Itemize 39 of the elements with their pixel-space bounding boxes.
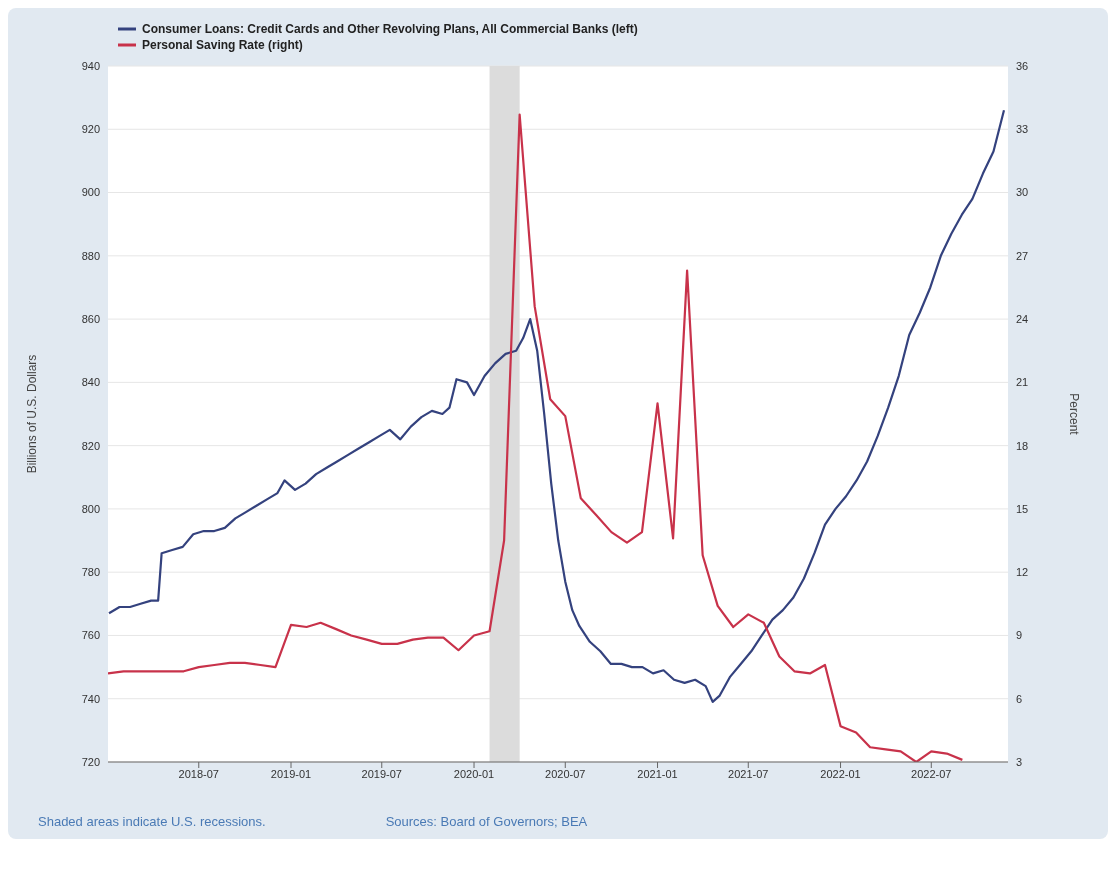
source-note: Sources: Board of Governors; BEA <box>385 814 588 829</box>
y2-tick-label: 33 <box>1016 123 1029 136</box>
y-tick-label: 780 <box>81 566 100 579</box>
x-tick-label: 2020-07 <box>545 767 586 780</box>
x-tick-label: 2019-07 <box>361 767 402 780</box>
x-tick-label: 2022-07 <box>911 767 952 780</box>
text: Shaded areas indicate U.S. recessions. <box>38 814 266 829</box>
x-tick-label: 2020-01 <box>453 767 495 780</box>
x-tick-label: 2021-01 <box>637 767 678 780</box>
legend-label: Consumer Loans: Credit Cards and Other Revolving Plans, All Commercial Banks (left) <box>142 22 638 36</box>
y2-tick-label: 36 <box>1016 59 1029 72</box>
y-axis-title: Billions of U.S. Dollars <box>25 354 40 474</box>
y2-axis-title: Percent <box>1066 393 1081 436</box>
y2-tick-label: 24 <box>1016 313 1029 325</box>
y2-tick-label: 9 <box>1016 629 1023 642</box>
y2-tick-label: 21 <box>1016 376 1029 389</box>
y2-tick-label: 30 <box>1016 186 1029 199</box>
x-tick-label: 2022-01 <box>820 767 861 780</box>
y2-tick-label: 15 <box>1016 502 1029 515</box>
y-tick-label: 860 <box>81 313 100 325</box>
x-tick-label: 2021-07 <box>728 767 769 780</box>
y2-tick-label: 12 <box>1016 566 1029 579</box>
y-tick-label: 900 <box>81 186 100 199</box>
y2-tick-label: 3 <box>1016 755 1023 768</box>
y2-tick-label: 6 <box>1016 692 1023 705</box>
x-tick-label: 2018-07 <box>178 767 219 780</box>
y-tick-label: 740 <box>81 692 100 705</box>
x-tick-label: 2019-01 <box>270 767 312 780</box>
y-tick-label: 880 <box>81 249 100 262</box>
y-tick-label: 920 <box>81 123 100 136</box>
y-tick-label: 800 <box>81 502 100 515</box>
y2-tick-label: 27 <box>1016 249 1029 262</box>
y-tick-label: 840 <box>81 376 100 389</box>
y-tick-label: 760 <box>81 629 100 642</box>
legend-label: Personal Saving Rate (right) <box>142 38 303 52</box>
y-tick-label: 820 <box>81 439 100 452</box>
y-tick-label: 720 <box>81 755 100 768</box>
y2-tick-label: 18 <box>1016 439 1029 452</box>
y-tick-label: 940 <box>81 59 100 72</box>
